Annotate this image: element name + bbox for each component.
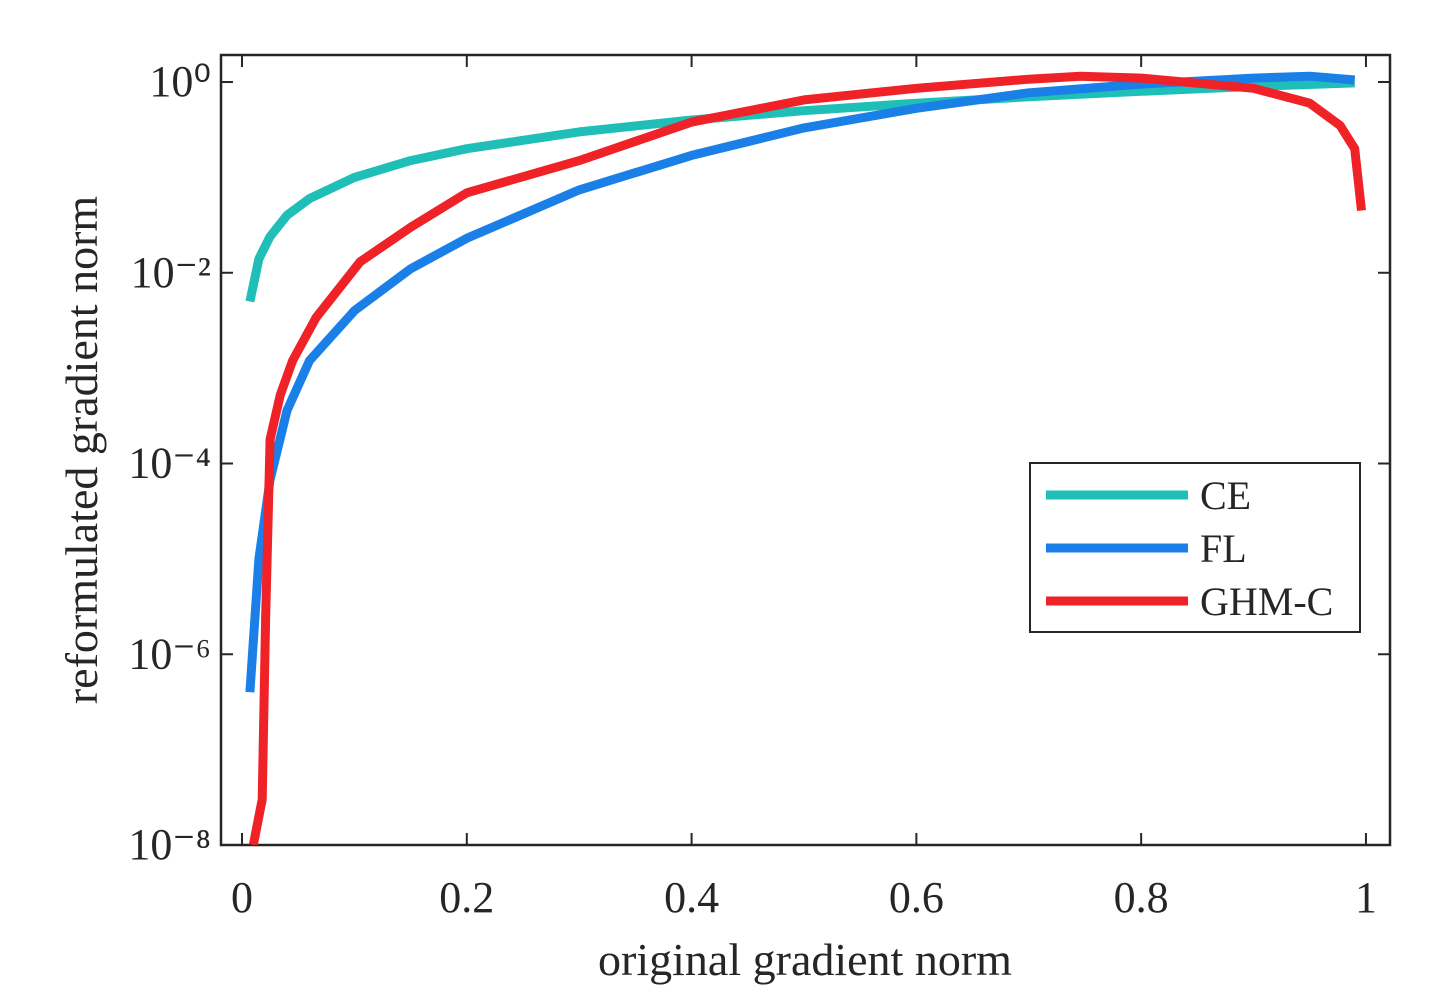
y-tick-label: 10⁻⁴ (128, 439, 211, 488)
y-axis-label: reformulated gradient norm (56, 196, 107, 705)
x-tick-label: 1 (1355, 873, 1377, 922)
y-tick-label: 10⁻⁶ (128, 629, 211, 678)
x-tick-label: 0.6 (889, 873, 944, 922)
line (245, 78, 1355, 303)
plot-frame (219, 53, 1392, 847)
legend-label: FL (1200, 526, 1247, 571)
x-tick-label: 0.4 (664, 873, 719, 922)
x-tick-label: 0.2 (439, 873, 494, 922)
legend-label: GHM-C (1200, 579, 1333, 624)
x-axis-label: original gradient norm (598, 934, 1012, 985)
y-tick-label: 10⁰ (149, 57, 211, 106)
x-tick-label: 0 (231, 873, 253, 922)
line (248, 71, 1366, 845)
plot-area (245, 71, 1366, 845)
y-tick-label: 10⁻⁸ (128, 820, 211, 869)
x-tick-label: 0.8 (1114, 873, 1169, 922)
y-tick-label: 10⁻² (131, 248, 211, 297)
legend-label: CE (1200, 473, 1251, 518)
